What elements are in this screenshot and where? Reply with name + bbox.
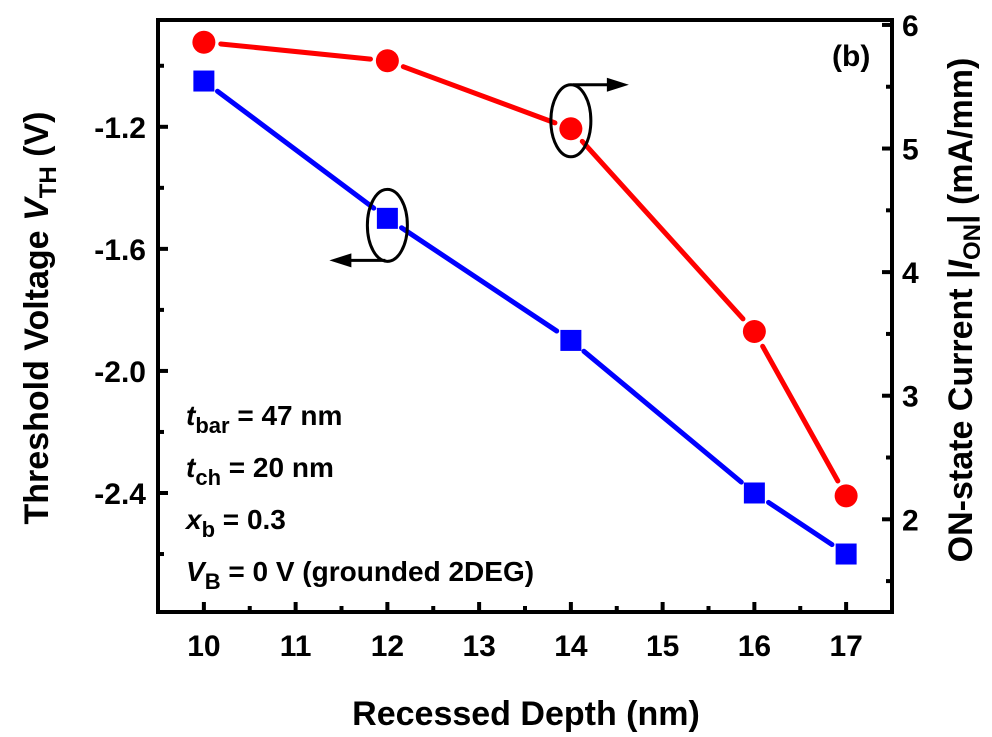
- y-right-tick-label: 2: [902, 504, 919, 537]
- y-right-tick-label: 3: [902, 381, 919, 414]
- y-left-tick-label: -1.6: [94, 234, 146, 267]
- y-right-title-sub: ON: [959, 224, 986, 260]
- right-axis-indicator: [549, 77, 629, 159]
- y-right-title-main: ON-state Current |: [942, 269, 980, 562]
- indicator-ellipse: [549, 83, 593, 159]
- x-tick-label: 16: [738, 630, 771, 663]
- annotation-t-bar: tbar = 47 nm: [186, 400, 342, 438]
- series-line-segment: [581, 348, 744, 485]
- y-left-title-main: Threshold Voltage: [18, 221, 56, 525]
- data-point-square: [743, 482, 765, 504]
- x-tick-label: 15: [646, 630, 679, 663]
- series-line-segment: [579, 138, 746, 322]
- data-point-square: [560, 329, 582, 351]
- series-line-segment: [760, 343, 841, 484]
- x-tick-label: 10: [187, 630, 220, 663]
- y-left-tick-label: -1.2: [94, 112, 146, 145]
- data-point-circle: [375, 49, 399, 73]
- parameter-annotations: tbar = 47 nm tch = 20 nm xb = 0.3 VB = 0…: [184, 400, 534, 594]
- left-axis-indicator: [329, 187, 409, 268]
- x-tick-label: 12: [371, 630, 404, 663]
- data-point-circle: [559, 117, 583, 141]
- y-axis-left-title: Threshold Voltage VTH (V): [18, 112, 62, 525]
- axis-ticks: 10 11 12 13 14 15 16 17 -1.2 -1.6 -2.0 -2.4 6 5 4 3 2: [94, 10, 919, 663]
- y-left-title-tail: (V): [18, 112, 56, 167]
- y-right-tick-label: 6: [902, 10, 919, 43]
- series-line-segment: [214, 88, 377, 211]
- data-point-square: [193, 70, 215, 92]
- y-left-title-sub: TH: [35, 166, 62, 198]
- data-point-square: [376, 207, 398, 229]
- x-tick-label: 17: [829, 630, 862, 663]
- panel-label: (b): [832, 40, 870, 73]
- arrow-left-icon: [329, 253, 352, 268]
- data-point-circle: [192, 30, 216, 54]
- axis-indicators: [329, 77, 629, 268]
- y-right-tick-label: 4: [902, 257, 919, 290]
- annotation-t-ch: tch = 20 nm: [186, 452, 334, 490]
- y-left-title-var: V: [18, 195, 56, 221]
- series-layer: [192, 30, 858, 565]
- y-axis-right-title: ON-state Current |ION| (mA/mm): [942, 58, 986, 563]
- series-line-segment: [766, 499, 835, 548]
- series-line-segment: [400, 64, 558, 126]
- series-on-current: [192, 30, 858, 508]
- x-tick-label: 11: [280, 630, 312, 663]
- y-left-tick-label: -2.4: [94, 478, 146, 511]
- y-right-tick-label: 5: [902, 134, 919, 167]
- y-left-tick-label: -2.0: [94, 356, 146, 389]
- data-point-circle: [834, 484, 858, 508]
- x-tick-label: 13: [462, 630, 495, 663]
- indicator-ellipse: [365, 187, 409, 263]
- x-tick-label: 14: [554, 630, 588, 663]
- x-axis-title: Recessed Depth (nm): [352, 695, 700, 733]
- series-threshold-voltage: [193, 70, 857, 565]
- y-right-title-tail: | (mA/mm): [942, 58, 980, 224]
- series-line-segment: [399, 225, 560, 334]
- data-point-circle: [742, 319, 766, 343]
- series-line-segment: [218, 41, 373, 62]
- arrow-right-icon: [606, 77, 629, 92]
- annotation-x-b: xb = 0.3: [184, 504, 286, 542]
- y-right-title-var: I: [942, 258, 980, 269]
- annotation-v-b: VB = 0 V (grounded 2DEG): [186, 556, 534, 594]
- data-point-square: [835, 543, 857, 565]
